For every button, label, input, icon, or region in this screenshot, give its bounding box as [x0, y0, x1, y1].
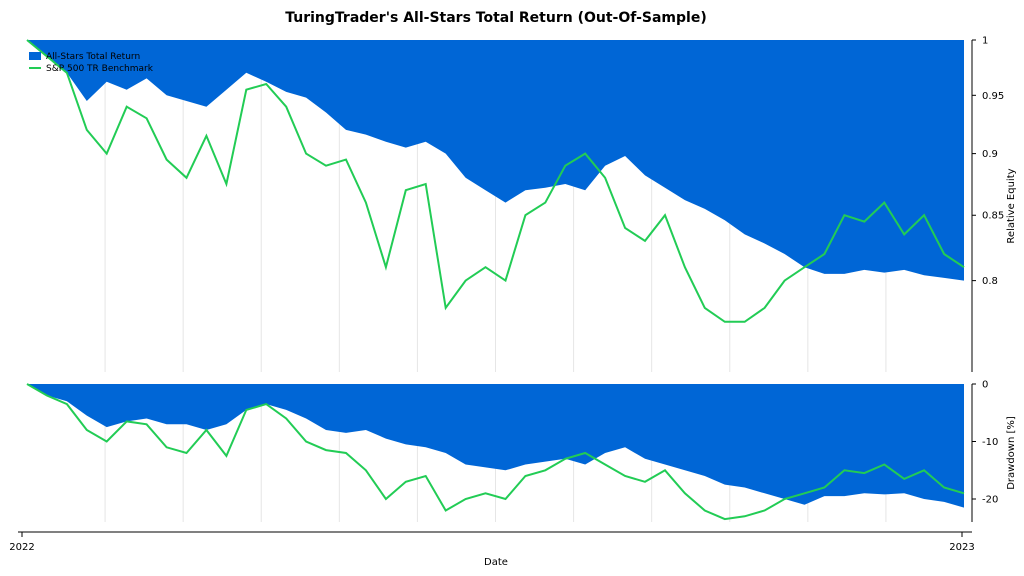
y-tick-label: 0.85 — [982, 211, 1004, 222]
legend-label-benchmark: S&P 500 TR Benchmark — [46, 64, 154, 74]
all-stars-area-top — [27, 40, 964, 281]
y-tick-label: 0.8 — [982, 276, 998, 287]
y-axis-label-top: Relative Equity — [1006, 168, 1017, 243]
y-tick-label: 0.95 — [982, 91, 1004, 102]
x-axis: 2022 2023 Date — [9, 531, 975, 568]
x-ticks: 2022 2023 — [9, 532, 975, 553]
all-stars-area-bottom — [27, 384, 964, 508]
y-tick-label: 0.9 — [982, 149, 998, 160]
chart-title: TuringTrader's All-Stars Total Return (O… — [285, 10, 706, 26]
benchmark-line-bottom — [26, 383, 965, 521]
legend-label-all-stars: All-Stars Total Return — [46, 52, 140, 62]
y-tick-label: -20 — [982, 495, 998, 506]
y-tick-label: 1 — [982, 36, 988, 47]
x-tick-label: 2022 — [9, 542, 34, 553]
y-axis-label-bottom: Drawdown [%] — [1006, 416, 1017, 490]
y-tick-label: -10 — [982, 437, 998, 448]
panel-relative-equity: 1 0.95 0.9 0.85 0.8 Relative Equity All-Star… — [26, 36, 1017, 372]
y-tick-label: 0 — [982, 380, 988, 391]
legend-swatch-all-stars — [29, 52, 41, 60]
y-ticks-top: 1 0.95 0.9 0.85 0.8 — [972, 36, 1004, 287]
x-tick-label: 2023 — [949, 542, 974, 553]
legend: All-Stars Total Return S&P 500 TR Benchm… — [29, 52, 154, 74]
benchmark-line-top — [26, 39, 965, 323]
panel-drawdown: 0 -10 -20 Drawdown [%] — [26, 380, 1017, 522]
x-axis-label: Date — [484, 557, 508, 568]
y-ticks-bottom: 0 -10 -20 — [972, 380, 998, 506]
